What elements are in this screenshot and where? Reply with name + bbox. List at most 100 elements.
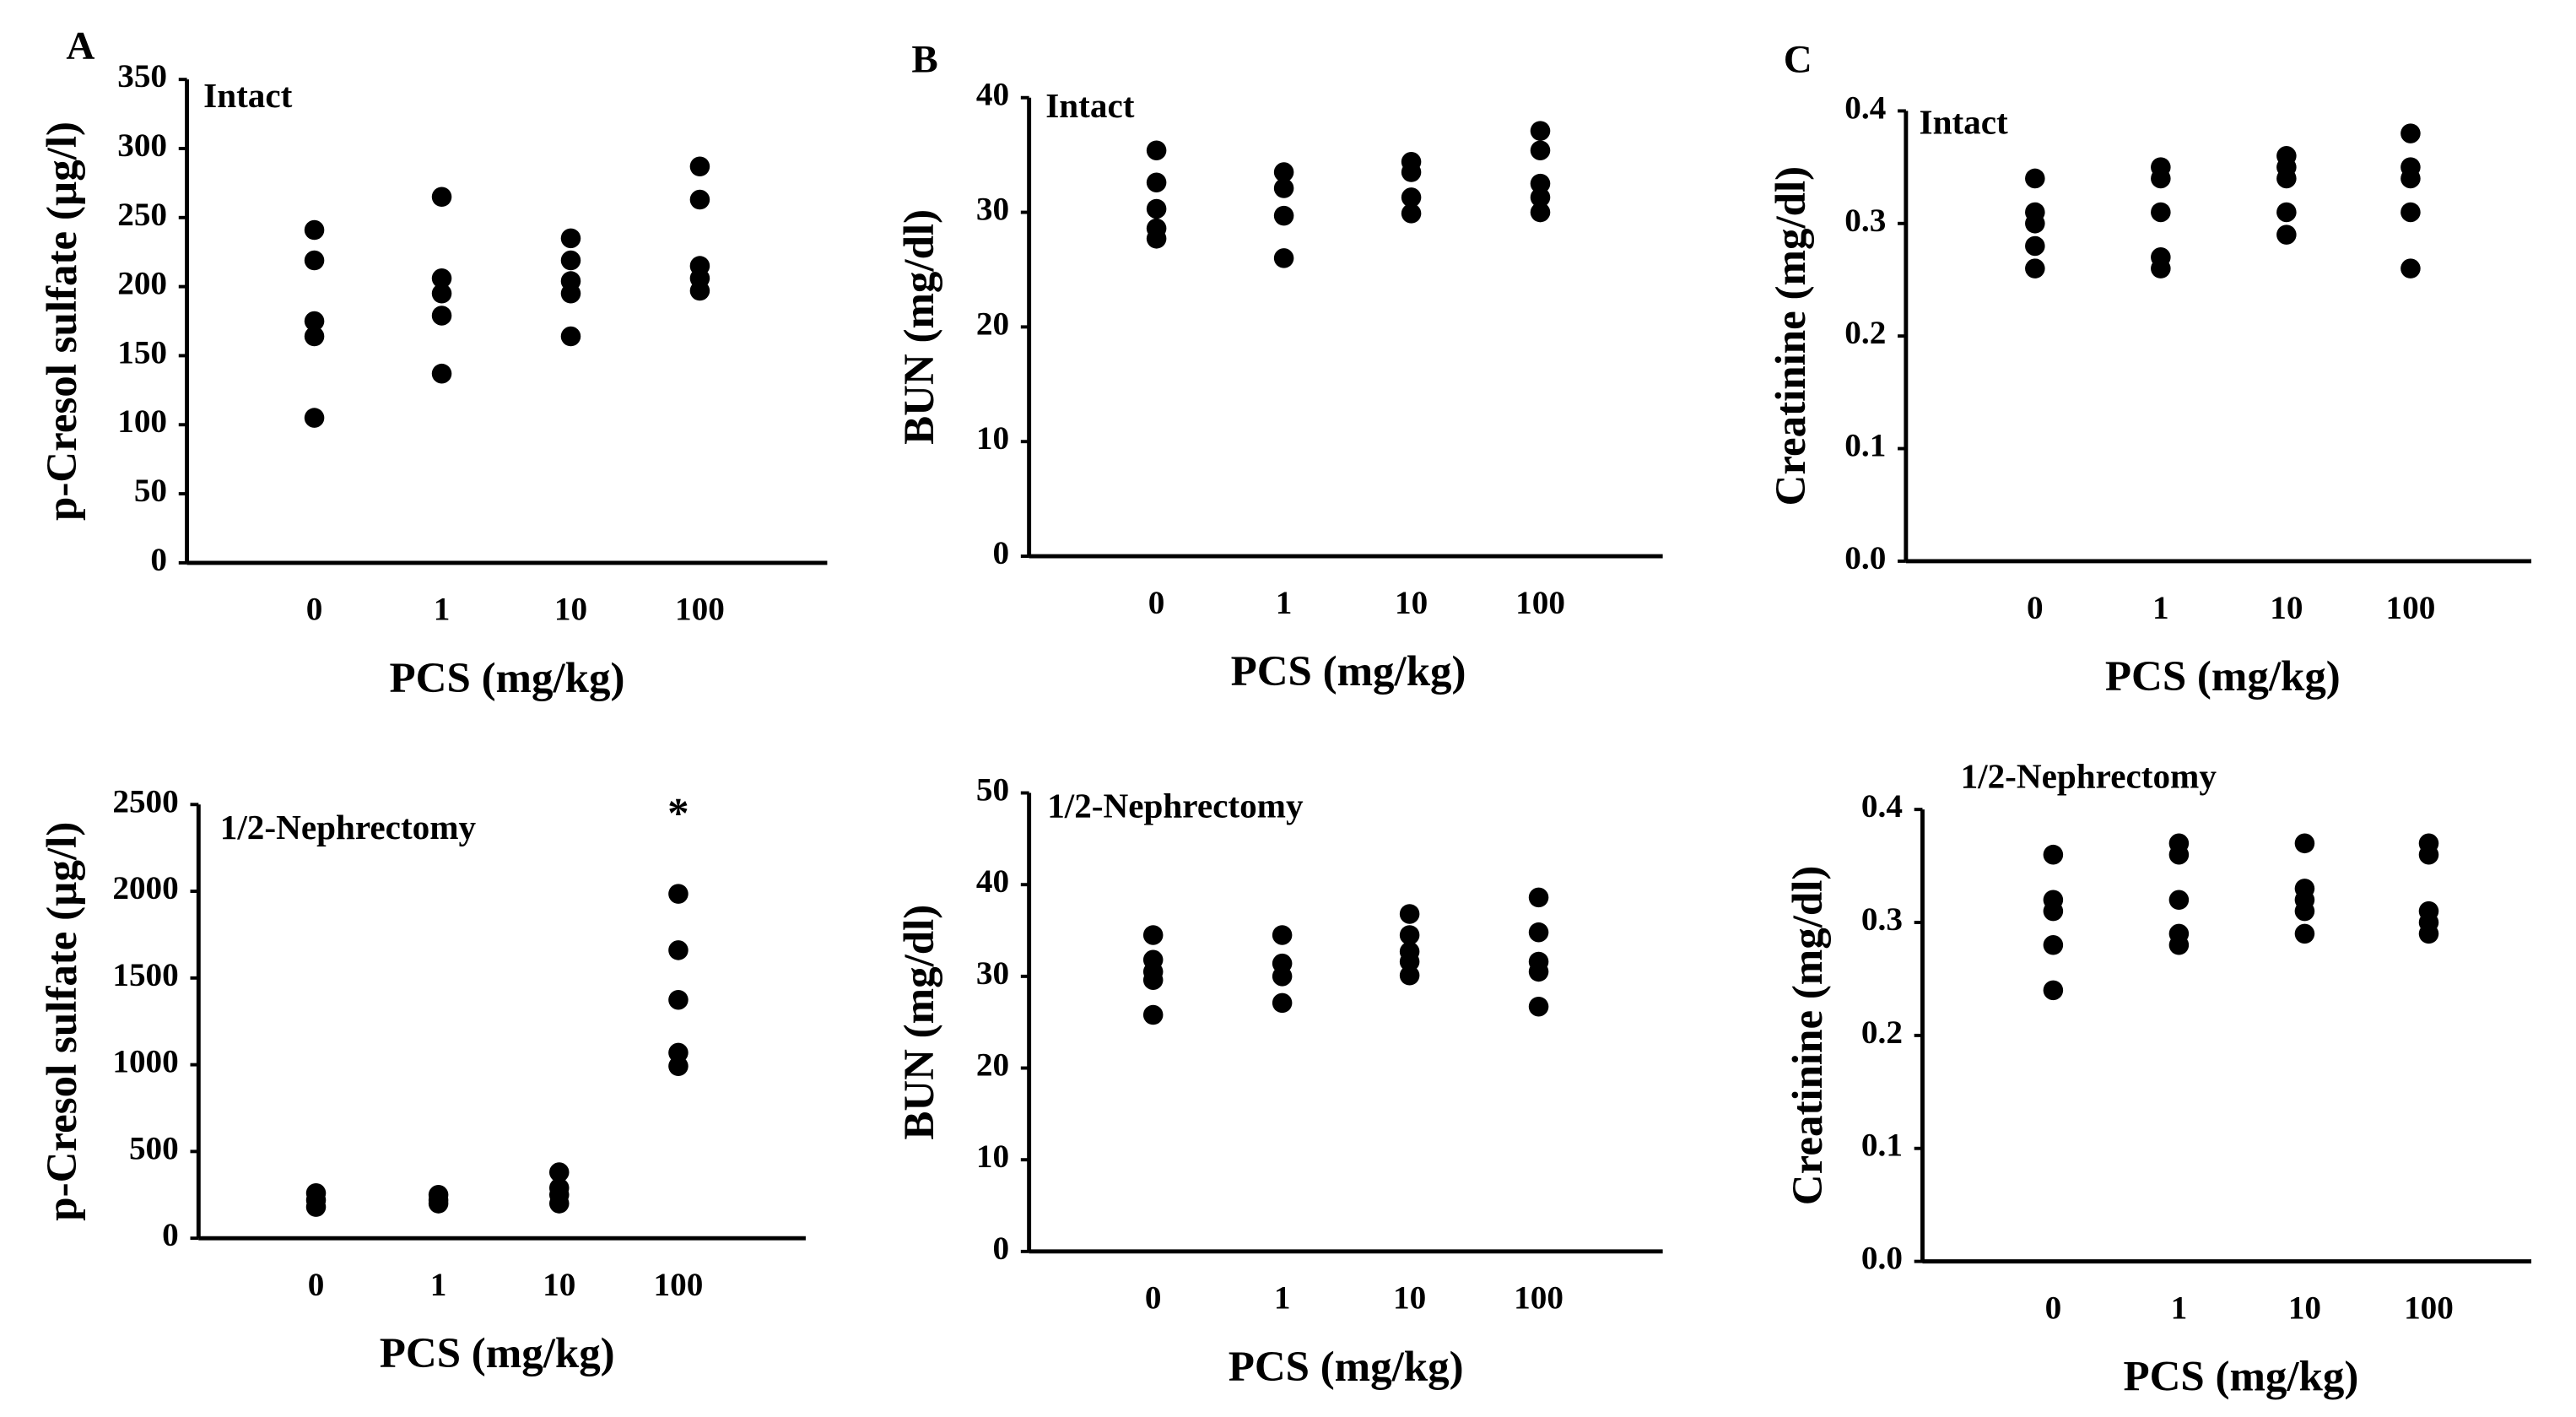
panel-letter: C: [1784, 37, 1812, 81]
dot: [431, 187, 452, 208]
dot: [668, 884, 689, 904]
dot: [2151, 202, 2171, 223]
dot: [668, 989, 689, 1010]
dot: [2025, 258, 2045, 279]
panel-title: Intact: [203, 76, 292, 115]
y-axis-label: p-Cresol sulfate (µg/l): [39, 122, 86, 521]
y-tick-label: 0: [162, 1217, 179, 1253]
y-tick-label: 0.4: [1844, 89, 1886, 126]
dot: [428, 1193, 449, 1214]
y-tick-label: 40: [976, 863, 1009, 900]
dot: [1146, 198, 1167, 219]
dot: [2400, 123, 2421, 143]
dot: [689, 156, 710, 177]
dot: [1530, 173, 1551, 194]
y-tick-label: 20: [976, 306, 1009, 342]
x-tick-label: 1: [1276, 585, 1293, 621]
dot: [2168, 890, 2190, 911]
y-tick-label: 0: [992, 535, 1009, 571]
panel-letter: A: [66, 24, 95, 68]
dot: [1399, 951, 1420, 972]
dot: [2276, 202, 2297, 223]
x-tick-label: 10: [1395, 585, 1428, 621]
dot: [548, 1162, 570, 1182]
dot: [304, 250, 325, 271]
dot: [431, 363, 452, 384]
dot: [1272, 925, 1293, 945]
dot: [2168, 844, 2190, 865]
y-tick-label: 10: [976, 420, 1009, 457]
dot: [304, 326, 325, 347]
x-tick-label: 10: [1393, 1280, 1426, 1317]
dot: [2151, 258, 2171, 279]
dot: [2043, 935, 2064, 955]
x-tick-label: 10: [2270, 590, 2303, 626]
dot: [1401, 203, 1422, 224]
x-tick-label: 1: [2152, 590, 2169, 626]
y-tick-label: 150: [117, 334, 167, 370]
dot: [1530, 140, 1551, 160]
dot: [2294, 833, 2315, 854]
x-tick-label: 1: [1274, 1280, 1291, 1317]
dot: [1273, 162, 1294, 182]
dot: [668, 1056, 689, 1077]
y-tick-label: 10: [976, 1138, 1009, 1175]
x-tick-label: 1: [430, 1267, 447, 1303]
y-tick-label: 2500: [112, 783, 178, 819]
dot: [1401, 187, 1422, 208]
x-tick-label: 0: [306, 592, 323, 628]
x-tick-label: 0: [308, 1267, 325, 1303]
y-tick-label: 50: [134, 473, 167, 509]
x-axis-label: PCS (mg/kg): [390, 655, 625, 702]
dot: [560, 284, 581, 304]
y-tick-label: 500: [129, 1130, 179, 1166]
y-tick-label: 2000: [112, 870, 178, 906]
significance-note: *: [667, 791, 689, 838]
x-tick-label: 1: [434, 592, 451, 628]
dot: [1142, 1004, 1164, 1025]
dot: [548, 1193, 570, 1214]
y-tick-label: 30: [976, 192, 1009, 228]
y-tick-label: 350: [117, 58, 167, 95]
dot: [1530, 187, 1551, 208]
y-tick-label: 0.4: [1861, 788, 1903, 825]
dot: [1530, 202, 1551, 223]
y-tick-label: 1000: [112, 1044, 178, 1080]
y-tick-label: 0.2: [1861, 1014, 1903, 1051]
dot: [560, 326, 581, 347]
dot: [1146, 140, 1167, 160]
dot: [1142, 925, 1164, 945]
dot: [305, 1197, 327, 1217]
x-axis-label: PCS (mg/kg): [1229, 1344, 1464, 1391]
dot: [1399, 904, 1420, 924]
dot: [1272, 992, 1293, 1014]
x-tick-label: 100: [1514, 1280, 1563, 1317]
x-tick-label: 0: [2045, 1290, 2062, 1326]
dot: [1273, 248, 1294, 268]
dot: [1272, 966, 1293, 987]
y-tick-label: 0: [150, 542, 167, 578]
dot: [1399, 965, 1420, 986]
dot: [1142, 970, 1164, 990]
dot: [431, 268, 452, 289]
dot: [1273, 205, 1294, 226]
y-tick-label: 0.1: [1844, 428, 1886, 464]
x-axis-label: PCS (mg/kg): [2123, 1354, 2358, 1401]
dot: [304, 408, 325, 428]
dot: [1528, 996, 1549, 1017]
dot: [431, 306, 452, 326]
dot: [304, 219, 325, 241]
x-tick-label: 0: [1145, 1280, 1162, 1317]
y-axis-label: p-Cresol sulfate (µg/l): [39, 822, 86, 1221]
x-axis-label: PCS (mg/kg): [2105, 653, 2341, 700]
y-tick-label: 100: [117, 403, 167, 440]
x-tick-label: 100: [2386, 590, 2436, 626]
x-axis-label: PCS (mg/kg): [1231, 648, 1466, 695]
y-axis-label: Creatinine (mg/dl): [1768, 166, 1815, 506]
panel-title: 1/2-Nephrectomy: [1961, 756, 2217, 795]
dot: [2294, 923, 2315, 944]
panel-title: Intact: [1920, 103, 2008, 142]
y-tick-label: 200: [117, 266, 167, 302]
dot: [2043, 900, 2064, 922]
